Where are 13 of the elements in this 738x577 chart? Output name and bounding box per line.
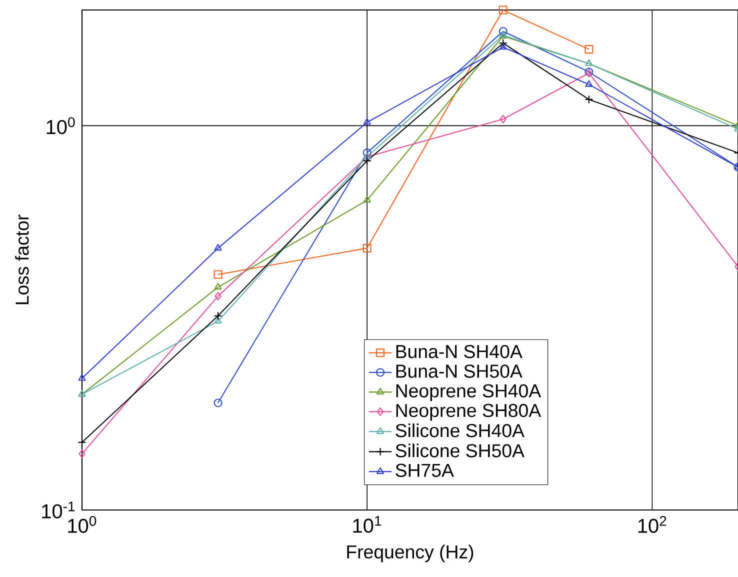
y-tick-label: 10$^{-1}$ <box>42 502 75 518</box>
legend-label: SH75A <box>396 464 454 477</box>
legend-label: Silicone SH50A <box>396 444 524 458</box>
legend-label: Silicone SH40A <box>396 424 524 438</box>
legend-label: Buna-N SH50A <box>396 364 522 378</box>
legend-label: Neoprene SH40A <box>396 384 542 402</box>
x-axis-title: Frequency (Hz) <box>347 544 474 562</box>
x-tick-label: 10$^{0}$ <box>68 516 96 533</box>
y-axis-title: Loss factor <box>15 214 29 304</box>
x-tick-label: 10$^{2}$ <box>638 516 666 533</box>
legend-label: Buna-N SH40A <box>396 344 522 358</box>
legend-label: Neoprene SH80A <box>396 404 542 421</box>
x-tick-label: 10$^{1}$ <box>353 516 382 533</box>
